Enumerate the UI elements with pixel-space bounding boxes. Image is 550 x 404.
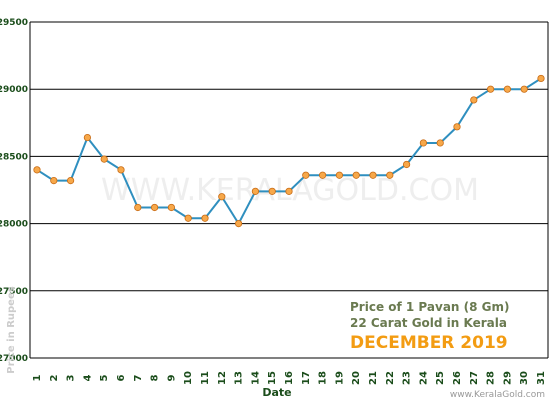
data-point	[503, 85, 511, 93]
x-tick-label: 27	[469, 371, 480, 385]
x-tick-label: 28	[486, 371, 497, 385]
data-point	[268, 187, 276, 195]
y-axis-label: Price in Rupees	[6, 286, 17, 373]
x-tick-label: 23	[402, 371, 413, 385]
x-tick-label: 11	[200, 371, 211, 385]
x-tick-label: 12	[217, 371, 228, 385]
data-point	[251, 187, 259, 195]
x-tick-label: 16	[284, 371, 295, 385]
data-point	[151, 203, 159, 212]
data-point	[285, 187, 293, 195]
data-point	[100, 155, 108, 163]
axes-layer: 2700027500280002850029000295001234567891…	[0, 18, 549, 385]
x-tick-label: 29	[502, 371, 513, 385]
footer-url: www.KeralaGold.com	[450, 390, 545, 400]
x-tick-label: 3	[66, 374, 77, 381]
data-point	[134, 203, 142, 212]
x-tick-label: 17	[301, 371, 312, 385]
series-layer	[33, 74, 545, 228]
data-point	[302, 171, 310, 179]
data-point	[318, 171, 327, 179]
data-point	[352, 171, 360, 179]
data-point	[436, 139, 444, 147]
data-point	[167, 203, 175, 212]
x-tick-label: 18	[318, 371, 329, 385]
annotation-line-2: 22 Carat Gold in Kerala	[350, 316, 507, 330]
x-tick-label: 19	[334, 371, 345, 385]
x-tick-label: 14	[250, 371, 261, 385]
x-tick-label: 6	[116, 374, 127, 381]
x-tick-label: 25	[435, 371, 446, 385]
x-tick-label: 20	[351, 371, 362, 385]
data-point	[335, 171, 343, 179]
x-tick-label: 13	[234, 371, 245, 385]
x-tick-label: 4	[82, 374, 93, 381]
data-point	[50, 176, 58, 185]
data-point	[419, 139, 427, 147]
x-tick-label: 7	[133, 374, 144, 381]
data-point	[386, 171, 394, 179]
x-tick-label: 21	[368, 371, 379, 385]
data-point	[218, 193, 226, 201]
x-tick-label: 30	[519, 371, 530, 385]
x-axis-label: Date	[262, 386, 291, 399]
x-tick-label: 2	[49, 374, 60, 381]
x-tick-label: 24	[418, 371, 429, 385]
y-tick-label: 27000	[0, 354, 28, 364]
data-point	[235, 220, 243, 228]
annotation-line-3: DECEMBER 2019	[350, 333, 508, 353]
annotation-line-1: Price of 1 Pavan (8 Gm)	[350, 300, 510, 314]
x-tick-label: 15	[267, 371, 278, 385]
data-point	[453, 123, 461, 131]
data-point	[184, 214, 192, 222]
data-point	[369, 171, 377, 179]
data-point	[537, 74, 545, 83]
y-tick-label: 27500	[0, 287, 28, 297]
y-tick-label: 29500	[0, 18, 28, 28]
data-point	[201, 214, 209, 222]
data-point	[67, 176, 75, 185]
x-tick-label: 1	[32, 374, 43, 381]
y-tick-label: 29000	[0, 85, 28, 95]
data-point	[486, 85, 495, 93]
x-tick-label: 22	[385, 371, 396, 385]
x-tick-label: 26	[452, 371, 463, 385]
x-tick-label: 31	[536, 371, 547, 385]
data-point	[402, 160, 411, 169]
x-tick-label: 9	[166, 374, 177, 381]
x-tick-label: 8	[150, 374, 161, 381]
data-point	[470, 96, 478, 104]
data-point	[33, 166, 41, 174]
x-tick-label: 10	[183, 371, 194, 385]
data-point	[117, 166, 125, 174]
x-tick-label: 5	[99, 374, 110, 381]
y-tick-label: 28000	[0, 220, 28, 230]
data-point	[83, 133, 92, 142]
data-point	[520, 85, 528, 93]
y-tick-label: 28500	[0, 152, 28, 162]
